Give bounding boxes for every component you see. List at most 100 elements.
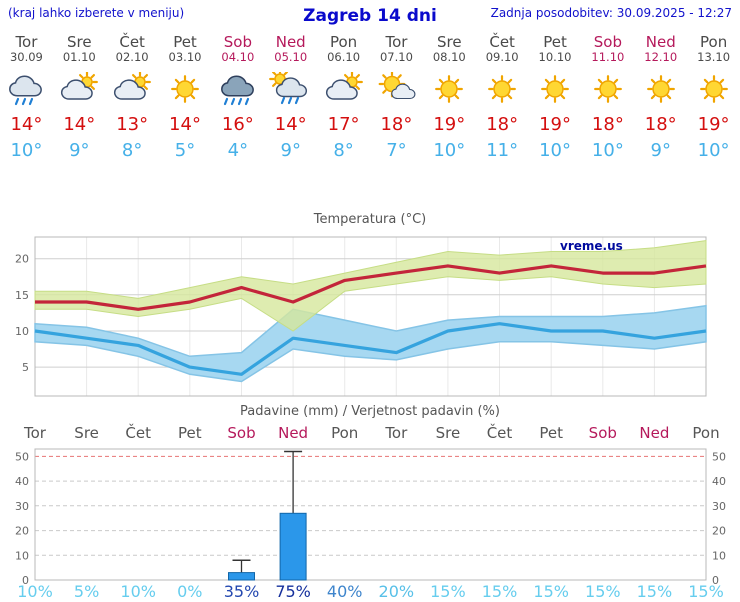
day-date: 13.10 — [697, 50, 731, 64]
forecast-day-pon-06.10[interactable]: Pon 06.10 17° 8° — [317, 34, 370, 164]
day-name: Sre — [437, 33, 462, 51]
forecast-day-pon-13.10[interactable]: Pon 13.10 19° 10° — [687, 34, 740, 164]
forecast-day-čet-02.10[interactable]: Čet 02.10 13° 8° — [106, 34, 159, 164]
min-temperature: 8° — [333, 140, 354, 161]
weather-icon-cell — [687, 72, 740, 110]
day-date: 01.10 — [62, 50, 96, 64]
max-temperature: 19° — [539, 114, 571, 135]
day-name: Tor — [15, 33, 38, 51]
weather-icon-cell — [634, 72, 687, 110]
precipitation-probability: 15% — [482, 582, 518, 601]
weather-icon-cell — [0, 72, 53, 110]
day-date: 02.10 — [115, 50, 149, 64]
day-date: 06.10 — [327, 50, 361, 64]
sunny-icon — [488, 75, 517, 103]
svg-text:20: 20 — [15, 253, 29, 266]
day-date: 09.10 — [485, 50, 519, 64]
sunny-icon — [593, 75, 622, 103]
precipitation-probability: 15% — [585, 582, 621, 601]
max-temperature: 14° — [10, 114, 43, 135]
max-temperature: 19° — [433, 114, 466, 135]
forecast-day-ned-12.10[interactable]: Ned 12.10 18° 9° — [634, 34, 687, 164]
heavy-rain-icon — [220, 75, 254, 106]
svg-text:10: 10 — [15, 325, 29, 338]
forecast-day-čet-09.10[interactable]: Čet 09.10 18° 11° — [476, 34, 529, 164]
precip-day-label: Pet — [539, 424, 563, 442]
sunny-icon — [435, 75, 464, 103]
day-name: Pon — [700, 33, 728, 51]
max-temperature: 13° — [116, 114, 149, 135]
day-date: 07.10 — [379, 50, 413, 64]
mostly-sunny-icon — [379, 70, 416, 100]
precipitation-probability: 15% — [533, 582, 569, 601]
max-temperature: 18° — [380, 114, 413, 135]
watermark: vreme.us — [560, 239, 623, 253]
precip-day-label: Tor — [384, 424, 408, 442]
partly-icon — [325, 71, 363, 100]
precipitation-probability: 35% — [224, 582, 260, 601]
page-title: Zagreb 14 dni — [303, 6, 437, 26]
forecast-day-tor-30.09[interactable]: Tor 30.09 14° 10° — [0, 34, 53, 164]
svg-text:30: 30 — [712, 500, 726, 513]
max-temperature: 14° — [274, 114, 307, 135]
precip-day-label: Sre — [436, 424, 461, 442]
svg-text:0: 0 — [22, 574, 29, 587]
max-temperature: 16° — [221, 114, 254, 135]
min-temperature: 5° — [174, 140, 196, 161]
max-temperature: 18° — [644, 114, 677, 135]
forecast-day-sre-01.10[interactable]: Sre 01.10 14° 9° — [53, 34, 106, 164]
weather-icon-cell — [106, 71, 159, 110]
day-name: Tor — [385, 33, 408, 51]
forecast-day-sob-04.10[interactable]: Sob 04.10 16° 4° — [211, 34, 264, 164]
svg-text:20: 20 — [15, 525, 29, 538]
temperature-chart-title: Temperatura (°C) — [313, 212, 427, 227]
precip-day-label: Ned — [639, 424, 669, 442]
svg-text:5: 5 — [22, 361, 29, 374]
precipitation-probability: 40% — [327, 582, 363, 601]
svg-text:50: 50 — [712, 450, 726, 463]
weather-icon-cell — [211, 72, 264, 110]
day-name: Pet — [543, 33, 567, 51]
forecast-day-ned-05.10[interactable]: Ned 05.10 14° 9° — [264, 34, 317, 164]
weather-icon-cell — [370, 70, 423, 110]
day-date: 12.10 — [644, 50, 678, 64]
precipitation-probability: 5% — [74, 582, 99, 601]
min-temperature: 9° — [280, 140, 301, 161]
day-date: 30.09 — [9, 50, 43, 64]
svg-text:40: 40 — [712, 475, 726, 488]
sun-shower-icon — [268, 68, 307, 105]
weather-icon-cell — [423, 72, 476, 110]
day-name: Pet — [173, 33, 197, 51]
day-date: 11.10 — [591, 50, 625, 64]
day-date: 03.10 — [168, 50, 202, 64]
svg-text:10: 10 — [712, 549, 726, 562]
min-temperature: 10° — [591, 140, 624, 161]
forecast-day-sob-11.10[interactable]: Sob 11.10 18° 10° — [581, 34, 634, 164]
svg-text:20: 20 — [712, 525, 726, 538]
forecast-day-pet-10.10[interactable]: Pet 10.10 19° 10° — [529, 34, 582, 164]
svg-text:30: 30 — [15, 500, 29, 513]
weather-icon-cell — [581, 72, 634, 110]
rain-icon — [9, 75, 43, 106]
precipitation-chart-title: Padavine (mm) / Verjetnost padavin (%) — [240, 404, 500, 419]
forecast-day-sre-08.10[interactable]: Sre 08.10 19° 10° — [423, 34, 476, 164]
weather-icon-cell — [264, 68, 317, 110]
day-name: Ned — [645, 33, 676, 51]
precip-day-label: Ned — [278, 424, 308, 442]
day-name: Čet — [489, 33, 515, 51]
day-name: Sob — [223, 33, 252, 51]
precipitation-probability: 15% — [637, 582, 673, 601]
weather-icon-cell — [317, 71, 370, 110]
forecast-day-tor-07.10[interactable]: Tor 07.10 18° 7° — [370, 34, 423, 164]
max-temperature: 17° — [327, 114, 360, 135]
day-date: 04.10 — [221, 50, 255, 64]
precip-day-label: Čet — [487, 423, 513, 442]
precip-day-label: Sre — [74, 424, 99, 442]
min-temperature: 4° — [227, 140, 249, 161]
min-temperature: 7° — [386, 140, 407, 161]
forecast-day-pet-03.10[interactable]: Pet 03.10 14° 5° — [159, 34, 212, 164]
svg-text:15: 15 — [15, 289, 29, 302]
precipitation-bar — [228, 572, 255, 581]
max-temperature: 18° — [591, 114, 624, 135]
precip-day-label: Pet — [178, 424, 202, 442]
